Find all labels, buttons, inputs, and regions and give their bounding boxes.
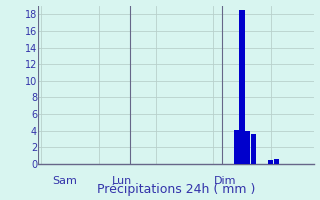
Bar [274,159,279,164]
Text: Lun: Lun [111,176,132,186]
Bar [234,130,239,164]
Text: Dim: Dim [213,176,236,186]
Text: Sam: Sam [52,176,76,186]
Bar [251,134,256,164]
Text: Précipitations 24h ( mm ): Précipitations 24h ( mm ) [97,183,255,196]
Bar [268,160,273,164]
Bar [239,10,244,164]
Bar [245,131,250,164]
